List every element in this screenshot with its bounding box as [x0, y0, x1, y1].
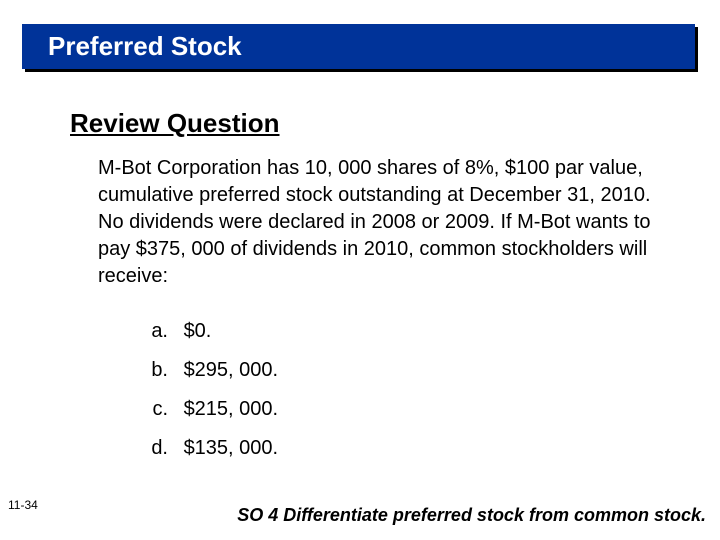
option-a: a. $0.: [140, 320, 278, 343]
option-text: $135, 000.: [184, 437, 279, 459]
option-letter: c.: [140, 398, 168, 421]
answer-options: a. $0. b. $295, 000. c. $215, 000. d. $1…: [140, 320, 278, 476]
question-body: M-Bot Corporation has 10, 000 shares of …: [98, 155, 658, 290]
title-front: Preferred Stock: [22, 24, 695, 69]
footer-objective: SO 4 Differentiate preferred stock from …: [237, 505, 706, 526]
option-c: c. $215, 000.: [140, 398, 278, 421]
title-bar: Preferred Stock: [22, 24, 698, 72]
option-b: b. $295, 000.: [140, 359, 278, 382]
option-letter: a.: [140, 320, 168, 343]
option-letter: d.: [140, 437, 168, 460]
option-d: d. $135, 000.: [140, 437, 278, 460]
option-text: $295, 000.: [184, 359, 279, 381]
option-text: $0.: [184, 320, 212, 342]
option-text: $215, 000.: [184, 398, 279, 420]
option-letter: b.: [140, 359, 168, 382]
slide-number: 11-34: [8, 498, 38, 512]
review-question-heading: Review Question: [70, 108, 280, 139]
slide-title: Preferred Stock: [48, 31, 242, 62]
